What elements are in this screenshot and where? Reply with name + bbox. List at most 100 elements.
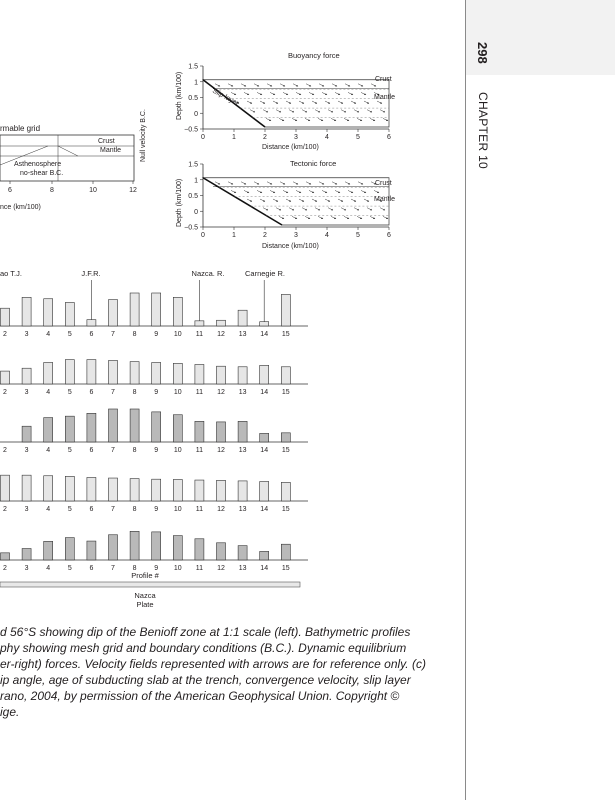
grid-line <box>0 145 49 166</box>
velocity-arrow <box>382 118 389 122</box>
velocity-arrow <box>301 109 308 113</box>
profile-bar <box>237 421 248 443</box>
slab-interface <box>202 177 283 226</box>
profile-bar <box>216 319 226 327</box>
x-tick-label: 4 <box>325 134 329 141</box>
velocity-arrow <box>344 181 351 185</box>
profile-tick-label: 12 <box>217 565 225 572</box>
velocity-arrow <box>227 83 234 87</box>
profile-bar <box>237 309 248 327</box>
velocity-arrow <box>317 118 324 122</box>
x-tick-label: 0 <box>201 232 205 239</box>
profile-tick-label: 9 <box>154 447 158 454</box>
mesh-grid-panel: rmable grid Crust Mantle Asthenosphere n… <box>0 109 147 211</box>
velocity-arrow <box>347 92 354 96</box>
velocity-arrow <box>330 216 337 220</box>
velocity-arrow <box>243 92 250 96</box>
tectonic-force-panel: Tectonic force Depth (km/100) Distance (… <box>176 159 395 250</box>
profile-bar <box>65 537 75 561</box>
caption-line: rano, 2004, by permission of the America… <box>0 689 400 703</box>
velocity-arrow <box>357 181 364 185</box>
velocity-arrow <box>334 190 341 194</box>
velocity-arrow <box>259 198 266 202</box>
velocity-arrow <box>314 109 321 113</box>
profile-tick-label: 10 <box>174 506 182 513</box>
caption-line: phy showing mesh grid and boundary condi… <box>0 641 407 655</box>
profile-tick-label: 3 <box>25 506 29 513</box>
velocity-arrow <box>278 216 285 220</box>
x-tick-label: 4 <box>325 232 329 239</box>
y-tick-label: 1 <box>194 79 198 86</box>
velocity-arrow <box>347 190 354 194</box>
profile-tick-label: 6 <box>89 389 93 396</box>
profile-bar <box>108 299 118 327</box>
velocity-arrow <box>360 92 367 96</box>
velocity-arrow <box>363 198 370 202</box>
profile-tick-label: 5 <box>68 506 72 513</box>
grid-asthenosphere-label: Asthenosphere <box>14 161 61 168</box>
profile-bar <box>151 531 161 561</box>
profile-tick-label: 8 <box>133 506 137 513</box>
grid-line <box>57 145 79 157</box>
profile-tick-label: 4 <box>46 389 50 396</box>
velocity-arrow <box>376 100 383 104</box>
y-tick-label: −0.5 <box>184 127 198 134</box>
profile-tick-label: 10 <box>174 389 182 396</box>
tectonic-crust-label: Crust <box>375 180 392 187</box>
profile-tick-label: 2 <box>3 565 7 572</box>
velocity-arrow <box>246 198 253 202</box>
tectonic-title: Tectonic force <box>290 159 336 168</box>
buoyancy-crust-label: Crust <box>375 76 392 83</box>
chapter-label: CHAPTER 10 <box>476 92 490 170</box>
profile-tick-label: 2 <box>3 506 7 513</box>
velocity-arrow <box>256 92 263 96</box>
velocity-arrow <box>366 207 373 211</box>
velocity-arrow <box>291 118 298 122</box>
profile-row-1: 2 3 4 5 6 7 8 9 10 11 12 13 14 15 <box>0 292 308 338</box>
grid-xlabel: nce (km/100) <box>0 204 41 211</box>
nazca-plate-bar <box>0 581 301 588</box>
buoyancy-title: Buoyancy force <box>288 51 340 60</box>
velocity-arrow <box>304 118 311 122</box>
profile-tick-label: 8 <box>133 331 137 338</box>
profile-tick-label: 9 <box>154 389 158 396</box>
velocity-arrow <box>376 198 383 202</box>
velocity-arrow <box>373 190 380 194</box>
profile-bar <box>259 433 270 443</box>
profile-tick-label: 15 <box>282 447 290 454</box>
velocity-arrow <box>304 216 311 220</box>
profile-bar <box>129 408 140 443</box>
profile-bar <box>65 415 75 443</box>
profile-tick-label: 10 <box>174 565 182 572</box>
margin-rule <box>465 0 466 800</box>
grid-xtick-label: 8 <box>50 187 54 194</box>
x-tick-label: 3 <box>294 232 298 239</box>
profile-bar <box>43 362 54 385</box>
profile-bar <box>65 476 75 502</box>
profile-bar <box>259 551 270 561</box>
profile-bar <box>194 538 205 561</box>
profile-tick-label: 4 <box>46 565 50 572</box>
x-tick-label: 0 <box>201 134 205 141</box>
profile-tick-label: 14 <box>260 331 268 338</box>
velocity-arrow <box>373 92 380 96</box>
velocity-arrow <box>275 207 282 211</box>
x-tick-label: 2 <box>263 232 267 239</box>
y-tick-label: 1.5 <box>188 162 198 169</box>
profile-bar <box>194 364 205 385</box>
velocity-arrow <box>382 216 389 220</box>
profile-tick-label: 12 <box>217 506 225 513</box>
profile-bar <box>173 363 183 385</box>
profile-tick-label: 14 <box>260 506 268 513</box>
velocity-arrow <box>327 207 334 211</box>
profile-tick-label: 6 <box>89 331 93 338</box>
profile-tick-label: 3 <box>25 447 29 454</box>
profile-bar <box>194 421 205 443</box>
velocity-arrow <box>357 83 364 87</box>
buoyancy-xlabel: Distance (km/100) <box>262 144 319 151</box>
velocity-arrow <box>379 109 386 113</box>
profile-bar <box>259 321 270 327</box>
profile-bar <box>21 425 32 443</box>
profile-tick-label: 14 <box>260 447 268 454</box>
velocity-arrow <box>321 92 328 96</box>
